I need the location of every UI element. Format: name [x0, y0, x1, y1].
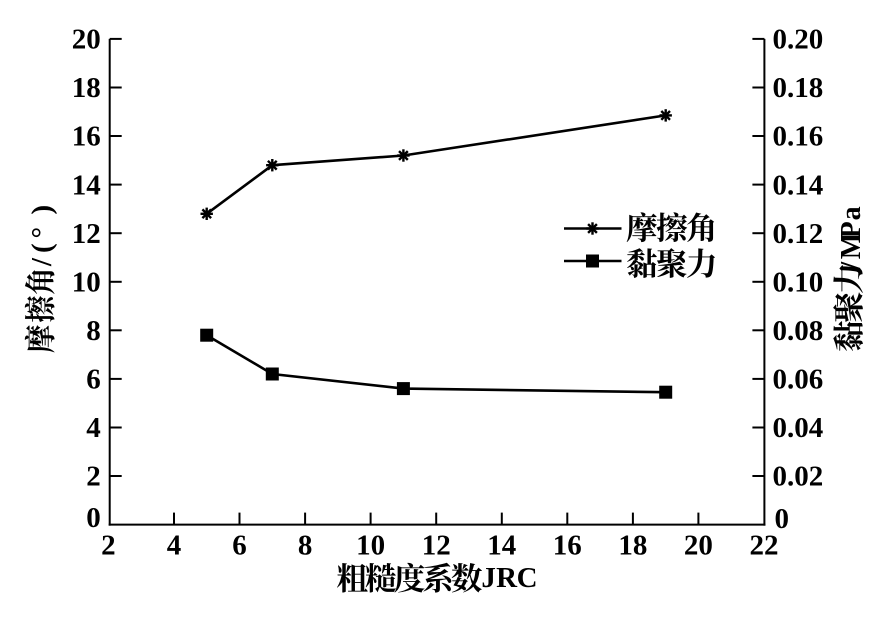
svg-text:2: 2 [86, 461, 101, 493]
svg-text:14: 14 [487, 530, 516, 562]
svg-text:0.04: 0.04 [773, 412, 824, 444]
svg-text:2: 2 [101, 530, 116, 562]
svg-text:12: 12 [422, 530, 451, 562]
svg-text:4: 4 [86, 412, 101, 444]
svg-text:10: 10 [72, 266, 101, 298]
svg-text:16: 16 [553, 530, 582, 562]
svg-text:0.12: 0.12 [773, 218, 824, 250]
svg-text:20: 20 [684, 530, 713, 562]
svg-text:0: 0 [86, 502, 101, 534]
svg-text:22: 22 [750, 530, 779, 562]
svg-text:/MPa: /MPa [836, 206, 867, 270]
svg-text:18: 18 [72, 72, 101, 104]
svg-text:16: 16 [72, 121, 101, 153]
svg-text:18: 18 [618, 530, 647, 562]
svg-text:0.18: 0.18 [773, 72, 824, 104]
svg-text:0.06: 0.06 [773, 364, 824, 396]
svg-text:6: 6 [232, 530, 247, 562]
svg-text:4: 4 [167, 530, 182, 562]
svg-text:6: 6 [86, 364, 101, 396]
svg-text:0.16: 0.16 [773, 121, 824, 153]
svg-text:8: 8 [298, 530, 313, 562]
svg-text:0: 0 [775, 503, 790, 535]
svg-text:0.10: 0.10 [773, 266, 824, 298]
svg-text:12: 12 [72, 218, 101, 250]
svg-text:10: 10 [356, 530, 385, 562]
svg-text:JRC: JRC [481, 562, 537, 594]
svg-text:8: 8 [86, 315, 101, 347]
svg-text:0.02: 0.02 [773, 461, 824, 493]
svg-text:0.20: 0.20 [773, 24, 824, 56]
svg-text:0.14: 0.14 [773, 169, 824, 201]
svg-text:0.08: 0.08 [773, 315, 824, 347]
svg-text:20: 20 [72, 24, 101, 56]
svg-text:14: 14 [72, 169, 101, 201]
